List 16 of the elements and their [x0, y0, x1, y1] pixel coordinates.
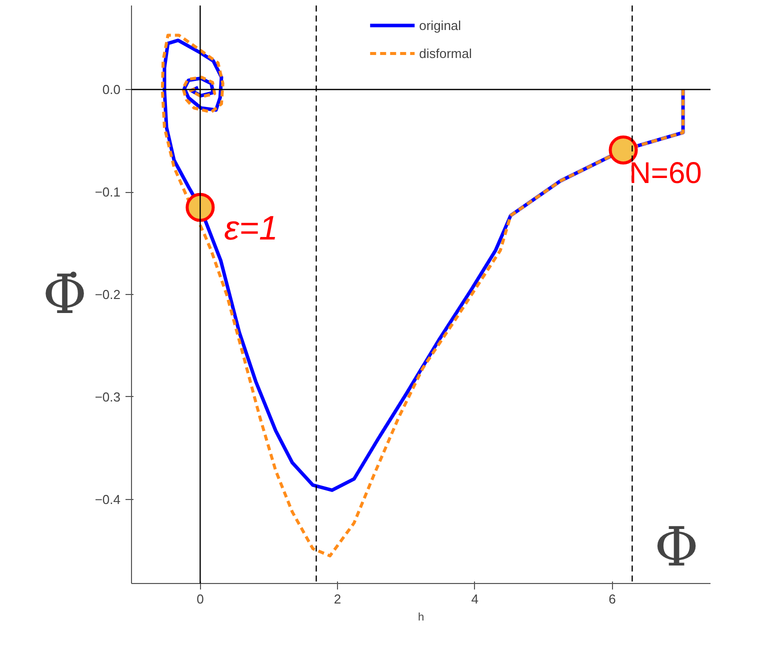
- y-tick-label: −0.4: [94, 492, 121, 507]
- legend-label: disformal: [419, 46, 472, 60]
- x-tick-label: 2: [334, 592, 342, 606]
- annotation: ε=1: [224, 209, 278, 248]
- legend-label: original: [419, 18, 462, 32]
- y-tick-label: −0.3: [94, 389, 121, 404]
- y-tick-label: −0.1: [94, 184, 121, 200]
- y-tick-label: 0.0: [102, 82, 121, 98]
- y-axis-title: Φ̇: [42, 263, 87, 326]
- y-tick-label: −0.2: [94, 287, 121, 302]
- x-tick-label: 4: [471, 592, 479, 606]
- x-tick-label: 0: [196, 592, 204, 606]
- annotation: Φ: [654, 516, 699, 578]
- x-tick-label: 6: [608, 592, 616, 606]
- annotation: N=60: [629, 157, 702, 190]
- x-axis-title: h: [418, 612, 424, 624]
